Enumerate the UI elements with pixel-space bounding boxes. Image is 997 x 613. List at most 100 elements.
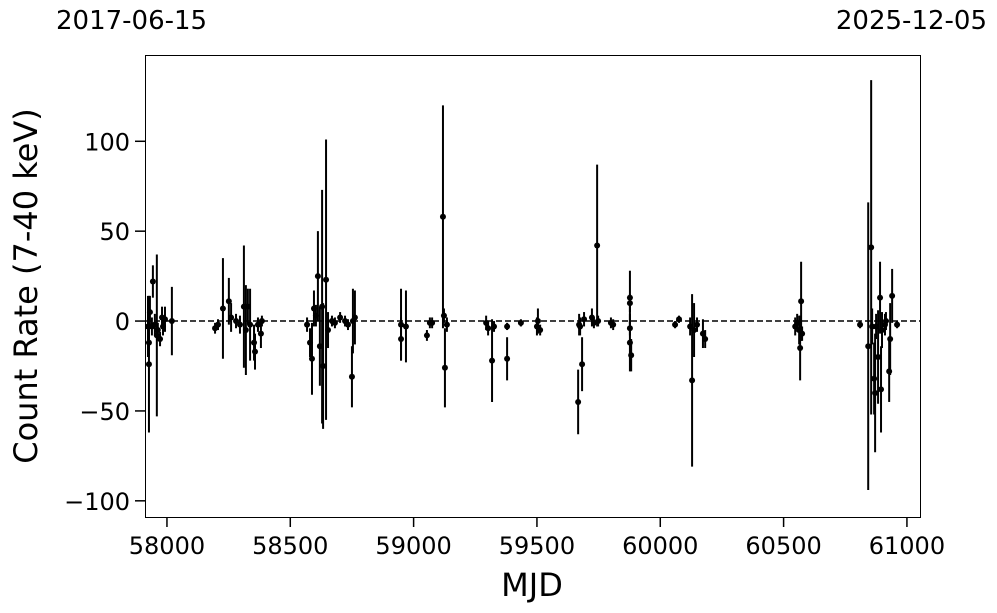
data-point-107 <box>877 261 884 334</box>
data-marker <box>252 348 259 355</box>
data-point-71 <box>577 317 584 336</box>
data-point-39 <box>323 139 330 420</box>
data-point-16 <box>219 258 226 359</box>
data-marker <box>233 318 240 325</box>
data-point-3 <box>146 295 153 329</box>
data-marker <box>258 318 265 325</box>
data-marker <box>247 321 254 328</box>
data-marker <box>440 312 447 319</box>
data-point-65 <box>517 319 524 327</box>
data-marker <box>581 316 588 323</box>
data-marker <box>868 244 875 251</box>
data-point-40 <box>325 312 332 349</box>
data-point-64 <box>504 322 511 331</box>
data-marker <box>325 327 332 334</box>
data-point-22 <box>242 285 249 375</box>
data-point-12 <box>161 306 168 332</box>
data-marker <box>534 318 541 325</box>
data-marker <box>689 377 696 384</box>
data-marker <box>504 323 511 330</box>
data-marker <box>889 292 896 299</box>
data-point-63 <box>504 337 511 381</box>
data-marker <box>857 321 864 328</box>
data-point-61 <box>489 319 496 402</box>
data-point-114 <box>889 268 896 323</box>
data-marker <box>323 276 330 283</box>
data-marker <box>154 327 161 334</box>
data-point-111 <box>882 312 889 331</box>
data-marker <box>257 330 264 337</box>
data-marker <box>672 321 679 328</box>
data-point-72 <box>579 337 586 392</box>
data-marker <box>429 319 436 326</box>
x-tick-label-58000: 58000 <box>129 532 205 560</box>
data-marker <box>344 321 351 328</box>
data-marker <box>865 343 872 350</box>
data-point-32 <box>308 322 315 395</box>
data-point-58 <box>443 317 450 332</box>
data-marker <box>441 364 448 371</box>
data-marker <box>676 316 683 323</box>
data-marker <box>577 323 584 330</box>
y-tick-label-0: 0 <box>115 308 130 336</box>
data-marker <box>146 309 153 316</box>
data-marker <box>314 273 321 280</box>
data-point-69 <box>575 369 582 435</box>
data-point-8 <box>154 322 161 338</box>
data-marker <box>799 330 806 337</box>
x-axis-label: MJD <box>501 566 563 604</box>
data-marker <box>157 336 164 343</box>
data-marker <box>168 318 175 325</box>
data-point-115 <box>894 321 901 329</box>
data-point-76 <box>594 164 601 327</box>
data-marker <box>228 314 235 321</box>
data-marker <box>872 389 879 396</box>
data-point-98 <box>799 326 806 341</box>
data-marker <box>320 362 327 369</box>
data-marker <box>628 352 635 359</box>
data-point-104 <box>872 333 879 453</box>
data-point-51 <box>402 290 409 363</box>
data-point-56 <box>440 308 447 323</box>
data-point-77 <box>595 315 602 327</box>
data-marker <box>691 327 698 334</box>
data-point-92 <box>702 330 709 349</box>
data-marker <box>489 357 496 364</box>
data-marker <box>595 318 602 325</box>
top-axis-label-start: 2017-06-15 <box>56 6 208 36</box>
data-marker <box>304 321 311 328</box>
data-marker <box>215 321 222 328</box>
data-point-106 <box>875 310 882 404</box>
data-point-5 <box>149 265 156 298</box>
data-marker <box>626 300 633 307</box>
data-point-79 <box>610 319 617 331</box>
data-marker <box>337 314 344 321</box>
data-point-45 <box>344 319 351 331</box>
y-tick-label-100: 100 <box>84 128 130 156</box>
x-tick-label-60500: 60500 <box>745 532 821 560</box>
data-point-54 <box>429 317 436 329</box>
data-marker <box>443 321 450 328</box>
data-point-46 <box>348 346 355 408</box>
x-tick-label-59500: 59500 <box>499 532 575 560</box>
data-marker <box>887 336 894 343</box>
data-point-99 <box>857 321 864 329</box>
data-marker <box>331 319 338 326</box>
data-marker <box>161 316 168 323</box>
y-tick-label--100: −100 <box>64 488 130 516</box>
data-point-27 <box>254 317 261 332</box>
data-marker <box>797 345 804 352</box>
plot-frame <box>145 55 921 518</box>
data-marker <box>537 327 544 334</box>
data-marker <box>878 386 885 393</box>
data-point-52 <box>423 330 430 341</box>
data-point-30 <box>304 317 311 332</box>
data-marker <box>702 336 709 343</box>
data-point-90 <box>694 317 701 332</box>
x-tick-label-60000: 60000 <box>622 532 698 560</box>
data-marker <box>894 321 901 328</box>
y-tick-label--50: −50 <box>79 398 130 426</box>
data-point-81 <box>626 294 633 313</box>
data-point-88 <box>689 294 696 467</box>
data-point-9 <box>157 331 164 347</box>
